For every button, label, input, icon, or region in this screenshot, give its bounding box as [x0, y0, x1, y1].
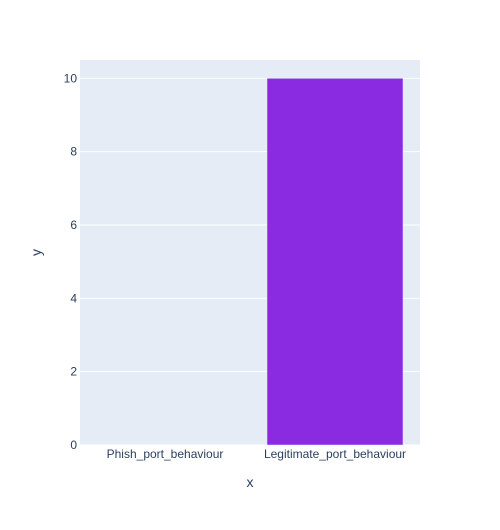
y-tick-label: 4: [70, 291, 77, 305]
y-axis-title: y: [28, 249, 44, 256]
y-axis-ticks: 0 2 4 6 8 10: [64, 71, 78, 452]
x-axis-title: x: [247, 474, 254, 490]
x-tick-label: Legitimate_port_behaviour: [264, 447, 406, 461]
x-tick-label: Phish_port_behaviour: [107, 447, 224, 461]
bar-Legitimate_port_behaviour: [266, 78, 404, 446]
y-tick-label: 2: [70, 365, 77, 379]
y-tick-label: 8: [70, 145, 77, 159]
y-tick-label: 10: [64, 71, 78, 85]
y-tick-label: 0: [70, 438, 77, 452]
x-axis-ticks: Phish_port_behaviour Legitimate_port_beha…: [107, 447, 406, 461]
y-tick-label: 6: [70, 218, 77, 232]
bars: [266, 78, 404, 446]
